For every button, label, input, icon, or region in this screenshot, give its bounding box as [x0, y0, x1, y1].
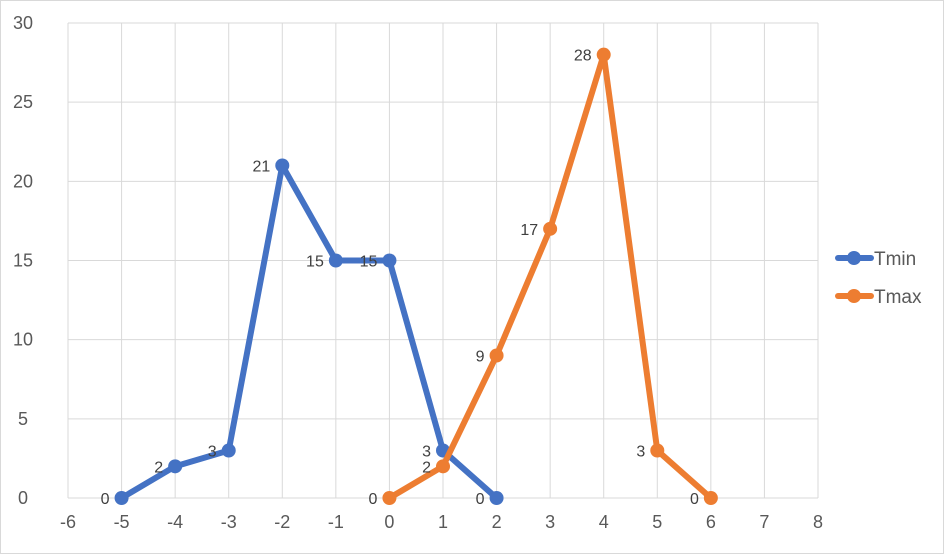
data-point-Tmin	[114, 491, 129, 505]
y-tick-label: 5	[18, 409, 28, 429]
data-label-Tmin: 3	[208, 444, 217, 461]
y-tick-label: 15	[13, 251, 33, 271]
data-point-Tmax	[543, 221, 558, 236]
data-label-Tmax: 3	[636, 444, 645, 461]
x-tick-label: 1	[438, 512, 448, 532]
y-tick-label: 30	[13, 13, 33, 33]
data-label-Tmax: 2	[422, 459, 431, 476]
x-tick-label: -3	[221, 512, 237, 532]
data-point-Tmax	[596, 47, 611, 62]
data-point-Tmax	[382, 491, 397, 505]
data-label-Tmax: 0	[369, 491, 378, 508]
data-point-Tmax	[436, 459, 450, 474]
x-tick-label: -6	[60, 512, 76, 532]
data-point-Tmin	[221, 443, 236, 458]
y-tick-label: 25	[13, 92, 33, 112]
x-tick-label: 0	[384, 512, 394, 532]
x-tick-label: 7	[759, 512, 769, 532]
data-label-Tmax: 0	[690, 491, 699, 508]
y-tick-label: 20	[13, 171, 33, 191]
legend-marker-Tmin	[847, 251, 861, 265]
data-point-Tmin	[328, 253, 343, 268]
data-label-Tmin: 21	[252, 159, 270, 176]
data-point-Tmin	[168, 459, 183, 474]
x-tick-label: 8	[813, 512, 823, 532]
data-label-Tmin: 15	[306, 254, 324, 271]
data-label-Tmin: 0	[476, 491, 485, 508]
legend-label-Tmax: Tmax	[874, 287, 922, 308]
x-tick-label: -1	[328, 512, 344, 532]
data-label-Tmax: 17	[520, 222, 538, 239]
x-tick-label: -4	[167, 512, 183, 532]
x-tick-label: 5	[652, 512, 662, 532]
x-tick-label: -5	[114, 512, 130, 532]
data-label-Tmin: 0	[101, 491, 110, 508]
data-label-Tmax: 28	[574, 48, 592, 65]
data-point-Tmin	[275, 158, 290, 173]
legend-label-Tmin: Tmin	[874, 249, 916, 270]
x-tick-label: 3	[545, 512, 555, 532]
data-label-Tmin: 2	[154, 459, 163, 476]
x-tick-label: 4	[599, 512, 609, 532]
data-label-Tmin: 15	[360, 254, 378, 271]
y-tick-label: 0	[18, 488, 28, 508]
x-tick-label: -2	[274, 512, 290, 532]
data-label-Tmax: 9	[476, 349, 485, 366]
legend-marker-Tmax	[847, 289, 861, 303]
y-tick-label: 10	[13, 330, 33, 350]
data-point-Tmax	[703, 491, 718, 505]
x-tick-label: 2	[492, 512, 502, 532]
x-tick-label: 6	[706, 512, 716, 532]
data-label-Tmin: 3	[422, 444, 431, 461]
data-point-Tmin	[489, 491, 504, 505]
data-point-Tmax	[650, 443, 665, 458]
data-point-Tmin	[382, 253, 397, 268]
data-point-Tmax	[489, 348, 504, 363]
series-line-Tmin	[118, 162, 500, 501]
